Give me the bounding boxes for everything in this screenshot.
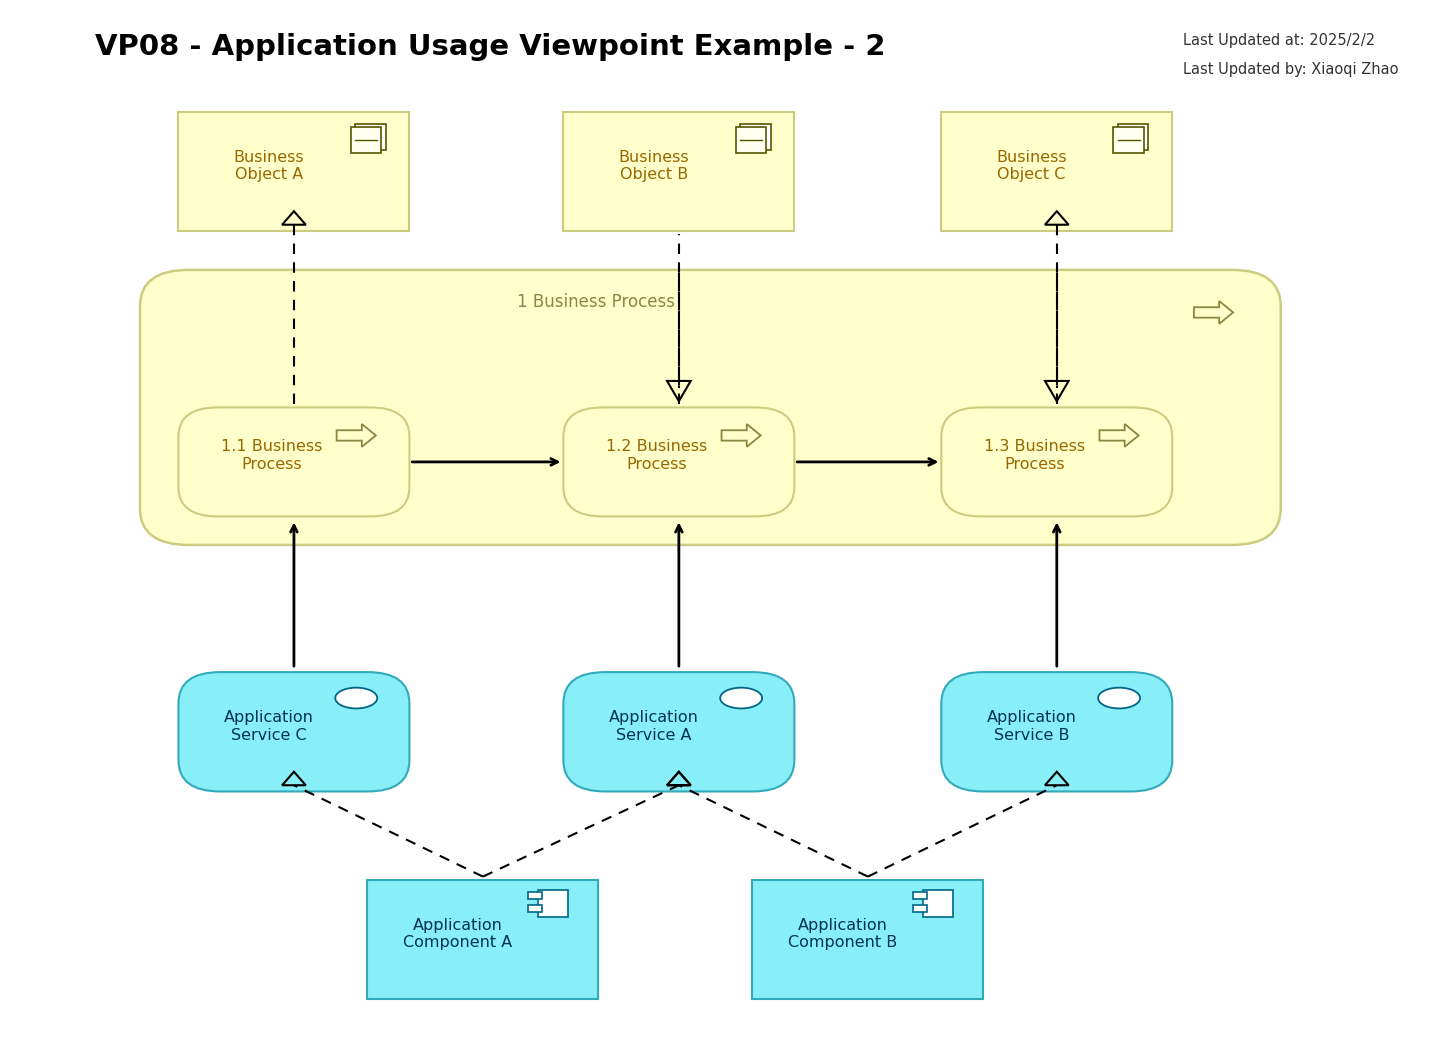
Bar — [528, 904, 542, 912]
Text: Business
Object C: Business Object C — [996, 149, 1067, 183]
Text: 1.2 Business
Process: 1.2 Business Process — [606, 439, 707, 472]
Text: Business
Object A: Business Object A — [234, 149, 304, 183]
Ellipse shape — [720, 688, 763, 708]
FancyBboxPatch shape — [179, 673, 410, 791]
FancyBboxPatch shape — [942, 407, 1172, 516]
Bar — [942, 112, 1172, 231]
Bar — [368, 880, 598, 999]
Bar — [740, 125, 770, 151]
Bar — [528, 892, 542, 899]
FancyBboxPatch shape — [942, 673, 1172, 791]
Text: Application
Service B: Application Service B — [986, 710, 1077, 743]
Text: Application
Service A: Application Service A — [609, 710, 698, 743]
Bar — [735, 128, 766, 154]
Bar — [564, 112, 795, 231]
Text: Application
Component A: Application Component A — [404, 918, 512, 951]
Text: 1 Business Process: 1 Business Process — [518, 293, 675, 310]
FancyBboxPatch shape — [179, 407, 410, 516]
Text: 1.1 Business
Process: 1.1 Business Process — [221, 439, 322, 472]
Bar — [355, 125, 385, 151]
Bar — [913, 892, 927, 899]
Text: Business
Object B: Business Object B — [619, 149, 689, 183]
Ellipse shape — [335, 688, 378, 708]
Text: Last Updated at: 2025/2/2: Last Updated at: 2025/2/2 — [1182, 33, 1374, 48]
Text: 1.3 Business
Process: 1.3 Business Process — [983, 439, 1084, 472]
Bar — [913, 904, 927, 912]
Ellipse shape — [1097, 688, 1141, 708]
FancyBboxPatch shape — [564, 673, 795, 791]
FancyBboxPatch shape — [564, 407, 795, 516]
Bar — [350, 128, 382, 154]
Text: VP08 - Application Usage Viewpoint Example - 2: VP08 - Application Usage Viewpoint Examp… — [95, 33, 885, 61]
Text: Application
Service C: Application Service C — [224, 710, 314, 743]
Bar — [1118, 125, 1148, 151]
FancyBboxPatch shape — [140, 270, 1280, 545]
Text: Application
Component B: Application Component B — [787, 918, 897, 951]
Bar — [1113, 128, 1145, 154]
Text: Last Updated by: Xiaoqi Zhao: Last Updated by: Xiaoqi Zhao — [1182, 62, 1399, 77]
Bar — [753, 880, 983, 999]
Bar — [538, 891, 568, 918]
Bar — [923, 891, 953, 918]
Bar — [179, 112, 410, 231]
